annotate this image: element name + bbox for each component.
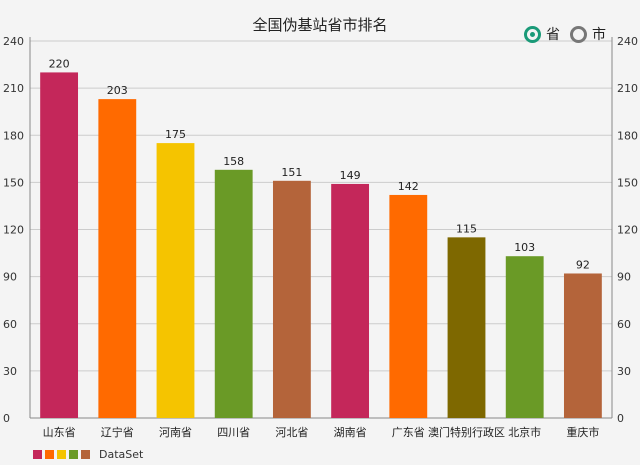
x-tick-label: 河北省 [275,426,308,439]
radio-province-indicator-icon[interactable] [524,25,541,43]
data-label: 103 [514,241,535,254]
y-tick-label-right: 150 [617,176,638,189]
bar [214,169,253,418]
y-tick-label-left: 90 [3,271,17,284]
data-label: 220 [49,57,70,70]
y-tick-label-right: 180 [617,129,638,142]
y-tick-label-left: 120 [3,224,24,237]
chart-title: 全国伪基站省市排名 [252,16,388,34]
x-tick-label: 河南省 [159,426,192,439]
x-tick-label: 湖南省 [334,426,367,439]
data-label: 115 [456,222,477,235]
bar [505,256,544,418]
bar [389,194,428,418]
bar [98,99,137,418]
data-label: 158 [223,155,244,168]
bar [447,237,486,418]
bar [331,183,370,418]
x-tick-label: 四川省 [217,426,250,439]
y-tick-label-left: 180 [3,129,24,142]
legend-swatch [45,450,54,459]
x-tick-label: 山东省 [43,426,76,439]
radio-province-label: 省 [546,27,560,43]
radio-city-label: 市 [592,27,606,43]
x-tick-label: 辽宁省 [101,425,134,439]
data-label: 149 [340,169,361,182]
y-tick-label-left: 240 [3,35,24,48]
y-tick-label-left: 150 [3,176,24,189]
chart-legend: DataSet [33,448,143,461]
bar [156,143,195,418]
y-tick-label-right: 30 [617,365,631,378]
radio-province[interactable]: 省 [524,24,560,44]
y-tick-label-left: 210 [3,82,24,95]
radio-city[interactable]: 市 [570,24,606,44]
x-tick-label: 广东省 [392,426,425,439]
y-tick-label-right: 120 [617,224,638,237]
data-label: 175 [165,128,186,141]
y-tick-label-right: 90 [617,271,631,284]
legend-swatches [33,450,93,459]
bar [563,273,602,418]
data-label: 151 [281,166,302,179]
data-label: 142 [398,180,419,193]
y-tick-label-right: 60 [617,318,631,331]
y-tick-label-right: 0 [617,412,624,425]
legend-swatch [33,450,42,459]
legend-swatch [57,450,66,459]
data-label: 203 [107,84,128,97]
legend-series-name: DataSet [99,448,144,461]
data-label: 92 [576,258,590,271]
bar [40,72,79,419]
x-tick-label: 澳门特别行政区 [428,425,505,439]
bar [272,180,311,418]
y-tick-label-right: 240 [617,35,638,48]
y-tick-label-left: 30 [3,365,17,378]
legend-swatch [69,450,78,459]
y-tick-label-left: 60 [3,318,17,331]
radio-city-indicator-icon[interactable] [570,25,587,43]
y-tick-label-right: 210 [617,82,638,95]
y-tick-label-left: 0 [3,412,10,425]
x-tick-label: 重庆市 [566,425,599,439]
legend-swatch [81,450,90,459]
x-tick-label: 北京市 [508,425,541,439]
